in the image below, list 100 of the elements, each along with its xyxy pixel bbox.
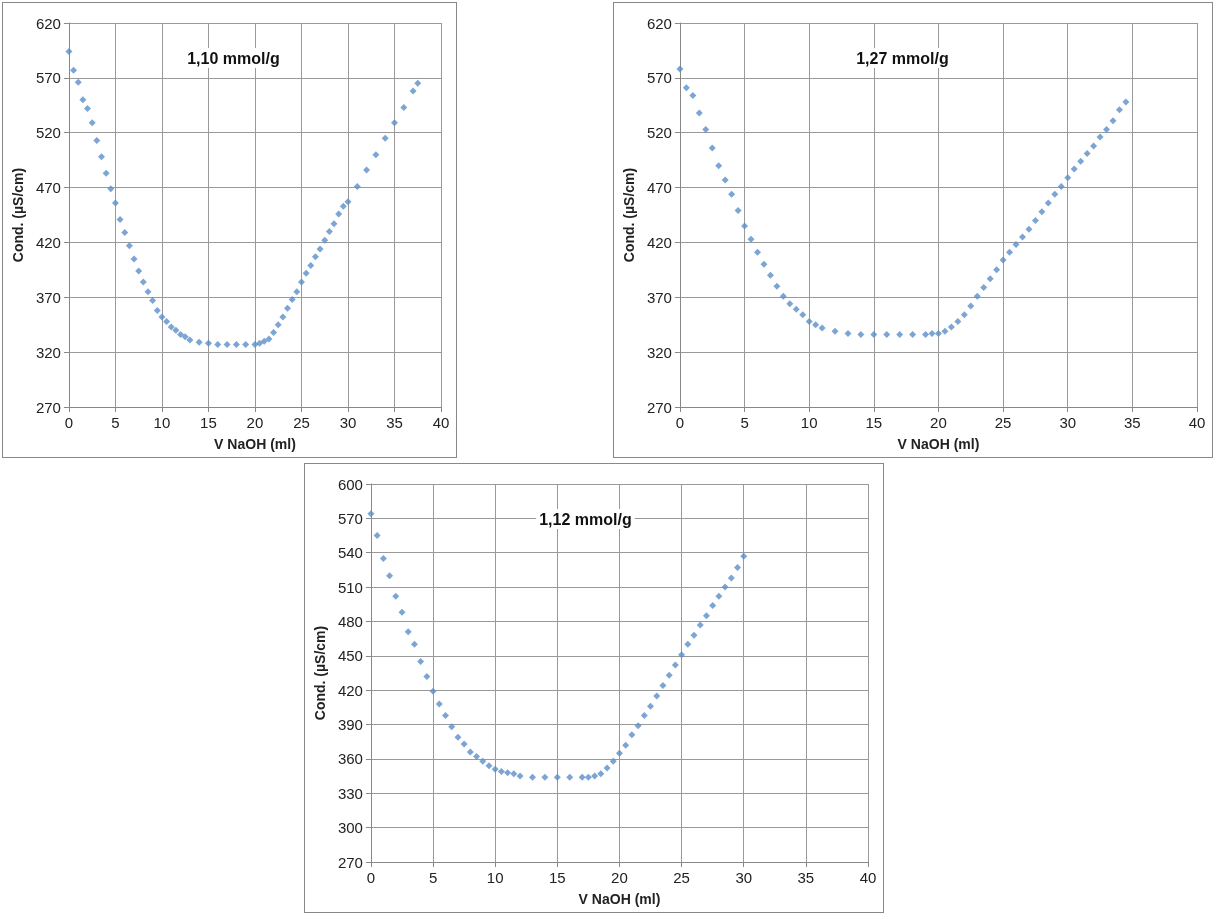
point [609, 757, 617, 765]
point [386, 572, 394, 580]
y-axis-title: Cond. (µS/cm) [621, 167, 637, 263]
point [734, 564, 742, 572]
y-tick-label: 520 [646, 124, 672, 142]
point [516, 772, 524, 780]
x-tick-label: 25 [994, 414, 1012, 431]
point [367, 510, 375, 518]
y-tick-label: 390 [337, 716, 363, 734]
x-tick-label: 35 [1124, 414, 1141, 431]
point [497, 768, 505, 776]
x-tick-label: 40 [432, 414, 450, 431]
annotation: 1,10 mmol/g [187, 49, 280, 67]
y-tick-label: 600 [337, 475, 363, 493]
y-tick-label: 270 [35, 398, 61, 416]
point [528, 773, 536, 781]
point [622, 741, 630, 749]
x-axis-title: V NaOH (ml) [897, 436, 980, 452]
point [479, 757, 487, 765]
point [597, 770, 605, 778]
x-tick-label: 25 [293, 414, 310, 431]
point [603, 764, 611, 772]
y-tick-label: 320 [646, 343, 672, 361]
point [379, 554, 387, 562]
point [702, 612, 710, 620]
y-tick-label: 620 [646, 14, 672, 32]
point [435, 700, 443, 708]
x-tick-label: 35 [386, 414, 403, 431]
point [584, 773, 592, 781]
x-tick-label: 0 [675, 414, 685, 431]
x-tick-label: 15 [865, 414, 883, 431]
x-tick-label: 30 [339, 414, 357, 431]
y-tick-label: 330 [337, 784, 363, 802]
point [640, 711, 648, 719]
x-tick-label: 15 [548, 869, 566, 886]
x-tick-label: 10 [800, 414, 818, 431]
point [566, 773, 574, 781]
x-tick-label: 40 [859, 869, 877, 886]
y-tick-label: 470 [646, 179, 672, 197]
point [709, 601, 717, 609]
point [491, 765, 499, 773]
y-tick-label: 470 [35, 179, 61, 197]
y-tick-label: 540 [337, 544, 363, 562]
x-tick-label: 35 [797, 869, 815, 886]
point [684, 640, 692, 648]
point [448, 723, 456, 731]
x-tick-label: 5 [740, 414, 749, 431]
x-tick-label: 5 [111, 414, 120, 431]
point [417, 658, 425, 666]
point [441, 711, 449, 719]
point [740, 552, 748, 560]
y-tick-label: 480 [337, 612, 363, 630]
y-axis-title: Cond. (µS/cm) [312, 625, 328, 721]
x-tick-label: 0 [64, 414, 74, 431]
x-tick-label: 20 [930, 414, 947, 431]
point [671, 661, 679, 669]
point [510, 770, 518, 778]
x-tick-label: 0 [366, 869, 376, 886]
y-tick-label: 360 [337, 750, 363, 768]
point [727, 574, 735, 582]
x-axis-title: V NaOH (ml) [578, 891, 661, 907]
point [473, 753, 481, 761]
y-axis-title: Cond. (µS/cm) [10, 167, 26, 263]
point [615, 749, 623, 757]
x-tick-label: 30 [735, 869, 753, 886]
y-tick-label: 420 [337, 681, 363, 699]
point [429, 687, 437, 695]
x-tick-label: 40 [1188, 414, 1206, 431]
point [678, 651, 686, 659]
point [553, 773, 561, 781]
point [690, 631, 698, 639]
point [373, 532, 381, 540]
annotation: 1,27 mmol/g [856, 49, 949, 67]
point [721, 583, 729, 591]
point [715, 592, 723, 600]
x-tick-label: 20 [611, 869, 628, 886]
y-tick-label: 450 [337, 647, 363, 665]
point [504, 769, 512, 777]
point [591, 772, 599, 780]
y-tick-label: 270 [646, 398, 672, 416]
y-tick-label: 570 [337, 509, 363, 527]
x-tick-label: 30 [1059, 414, 1077, 431]
point [696, 621, 704, 629]
y-tick-label: 300 [337, 819, 363, 837]
y-tick-label: 420 [646, 233, 672, 251]
x-tick-label: 25 [673, 869, 690, 886]
point [410, 640, 418, 648]
x-tick-label: 10 [153, 414, 171, 431]
point [454, 733, 462, 741]
point [404, 628, 412, 636]
y-tick-label: 620 [35, 14, 61, 32]
point [460, 740, 468, 748]
point [466, 748, 474, 756]
y-tick-label: 370 [646, 288, 672, 306]
point [634, 722, 642, 730]
y-tick-label: 320 [35, 343, 61, 361]
annotation: 1,12 mmol/g [539, 510, 632, 528]
point [665, 671, 673, 679]
y-tick-label: 370 [35, 288, 61, 306]
point [578, 773, 586, 781]
